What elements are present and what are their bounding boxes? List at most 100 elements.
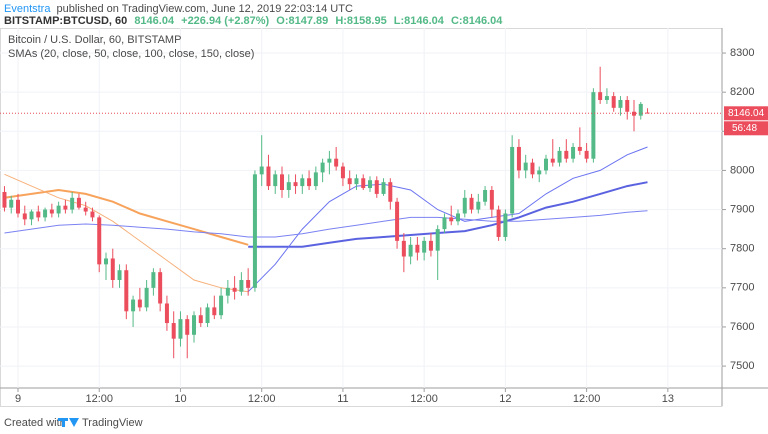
- candle-body: [22, 213, 27, 220]
- candle-body: [219, 295, 224, 316]
- candle-body: [192, 315, 197, 335]
- candle-body: [401, 240, 406, 257]
- footer-created: Created with: [4, 417, 66, 429]
- candle-body: [408, 244, 413, 257]
- candle-body: [638, 103, 643, 116]
- candle-body: [171, 323, 176, 339]
- candle-body: [550, 158, 555, 163]
- candle-body: [164, 303, 169, 324]
- last-price-box: [724, 106, 768, 121]
- candle-body: [178, 319, 183, 339]
- candle-body: [428, 240, 433, 251]
- candle-body: [313, 172, 318, 187]
- candle-body: [137, 299, 142, 308]
- candle-body: [300, 178, 305, 187]
- candle-body: [307, 178, 312, 187]
- candle-body: [232, 287, 237, 292]
- candle-body: [530, 162, 535, 175]
- x-tick-label: 12:00: [248, 393, 276, 405]
- candle-body: [2, 191, 7, 208]
- candle-body: [456, 213, 461, 222]
- candle-body: [144, 287, 149, 308]
- y-tick-label: 7600: [730, 321, 754, 333]
- sma-line: [4, 210, 648, 238]
- candle-body: [645, 112, 650, 114]
- y-tick-label: 8000: [730, 164, 754, 176]
- logo-icon: [58, 418, 79, 427]
- candle-body: [422, 240, 427, 253]
- x-tick-label: 10: [174, 393, 186, 405]
- candle-body: [158, 272, 163, 304]
- y-tick-label: 8300: [730, 47, 754, 59]
- candle-body: [266, 166, 271, 187]
- candle-body: [483, 190, 488, 202]
- candle-body: [516, 146, 521, 171]
- candle-body: [124, 270, 129, 312]
- x-tick-label: 11: [337, 393, 348, 405]
- candle-body: [462, 197, 467, 214]
- candle-body: [334, 158, 339, 167]
- sma-legend: SMAs (20, close, 50, close, 100, close, …: [8, 48, 254, 60]
- candle-body: [63, 205, 68, 210]
- candle-body: [489, 190, 494, 210]
- candle-body: [347, 178, 352, 185]
- y-tick-label: 7900: [730, 203, 754, 215]
- candle-body: [16, 199, 21, 214]
- candle-body: [584, 150, 589, 159]
- candle-body: [151, 272, 156, 288]
- chart-title: Bitcoin / U.S. Dollar, 60, BITSTAMP: [8, 34, 181, 46]
- author[interactable]: Eventstra: [4, 3, 51, 15]
- candle-body: [117, 270, 122, 280]
- candle-body: [618, 100, 623, 108]
- candle-body: [320, 162, 325, 173]
- x-tick-label: 12:00: [410, 393, 438, 405]
- candle-body: [340, 166, 345, 179]
- footer-brand[interactable]: TradingView: [82, 417, 143, 429]
- sma-line: [248, 181, 648, 248]
- last: 8146.04: [134, 15, 175, 27]
- candle-body: [632, 111, 637, 116]
- candle-body: [415, 244, 420, 253]
- candle-body: [537, 170, 542, 175]
- candle-body: [273, 174, 278, 187]
- candle-body: [252, 174, 257, 288]
- candle-body: [205, 307, 210, 324]
- candle-body: [70, 197, 75, 210]
- candle-body: [212, 307, 217, 316]
- candle-body: [442, 217, 447, 230]
- candle-body: [571, 146, 576, 159]
- last-price-label: 8146.04: [728, 108, 765, 119]
- candle-body: [591, 92, 596, 159]
- y-tick-label: 7500: [730, 360, 754, 372]
- candle-body: [604, 96, 609, 100]
- candle-body: [327, 158, 332, 163]
- candle-body: [131, 299, 136, 312]
- candle-body: [435, 229, 440, 251]
- y-tick-label: 7700: [730, 282, 754, 294]
- candle-body: [449, 217, 454, 222]
- symbol: BITSTAMP:BTCUSD, 60: [4, 15, 127, 27]
- candle-body: [557, 150, 562, 163]
- candle-body: [225, 287, 230, 296]
- x-tick-label: 12:00: [573, 393, 601, 405]
- candle-body: [625, 100, 630, 112]
- candle-body: [381, 182, 386, 194]
- candle-body: [293, 182, 298, 187]
- candle-body: [503, 213, 508, 237]
- candle-body: [544, 158, 549, 171]
- candle-body: [246, 280, 251, 288]
- candle-body: [198, 315, 203, 324]
- published: published on TradingView.com, June 12, 2…: [57, 3, 353, 15]
- candle-body: [43, 209, 48, 218]
- sma-line: [4, 173, 249, 293]
- y-tick-label: 7800: [730, 243, 754, 255]
- candle-body: [577, 146, 582, 151]
- candle-body: [49, 209, 54, 214]
- y-tick-label: 8200: [730, 86, 754, 98]
- high: H:8158.95: [335, 15, 386, 27]
- symbol-line: BITSTAMP:BTCUSD, 60 8146.04 +226.94 (+2.…: [4, 15, 503, 27]
- candle-body: [368, 180, 373, 189]
- candle-body: [354, 178, 359, 185]
- candle-body: [510, 146, 515, 214]
